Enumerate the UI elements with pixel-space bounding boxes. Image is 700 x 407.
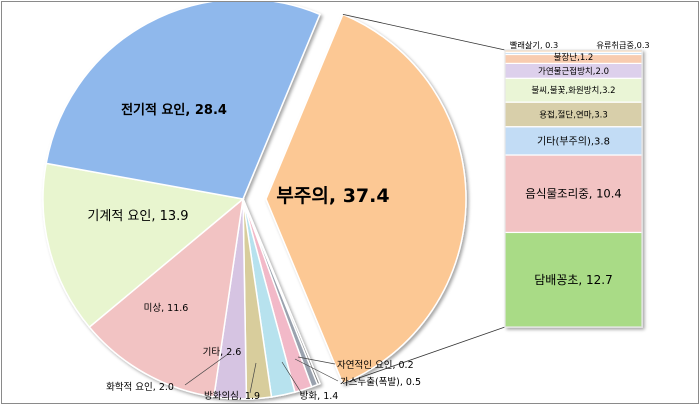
pie-slice [42,162,245,329]
bar-data-label: 담배꽁초, 12.7 [534,273,613,287]
bar-outline [504,49,643,328]
bar-data-label: 불씨,불꽃,화원방치,3.2 [531,85,615,96]
bar-segment [504,154,643,234]
pie-data-label: 부주의, 37.4 [276,185,389,207]
pie-slice [88,197,245,398]
bar-data-label: 가연물근접방치,2.0 [538,66,609,77]
breakdown-bar [504,49,643,328]
bar-data-label: 용접,절단,연마,3.3 [539,109,608,120]
bar-segment [504,49,643,53]
pie-data-label: 전기적 요인, 28.4 [121,102,227,118]
connector-line-bottom [342,326,506,385]
bar-data-label: 불장난,1.2 [554,52,594,63]
pie-data-label: 기계적 요인, 13.9 [87,209,188,224]
pie-data-label: 방화, 1.4 [300,391,339,402]
leader-line [184,353,229,386]
labels: 부주의, 37.4 자연적인 요인, 0.2 가스누출(폭발), 0.5방화, 1.… [87,40,649,402]
leader-lines [184,353,339,395]
leader-line [281,361,303,395]
leader-line [297,356,336,365]
bar-data-label: 유류취급중,0.3 [596,40,649,50]
pie [42,0,467,400]
pie-slice [45,0,321,200]
leader-line [249,362,257,394]
connector-line-top [342,13,506,51]
leader-line [294,358,339,382]
bar-of-pie-chart: 부주의, 37.4 자연적인 요인, 0.2 가스누출(폭발), 0.5방화, 1.… [42,0,650,402]
pie-data-label: 화학적 요인, 2.0 [106,381,174,393]
bar-data-label: 음식물조리중, 10.4 [525,187,621,201]
pie-data-label: 자연적인 요인, 0.2 [337,359,414,371]
pie-data-label: 미상, 11.6 [144,303,189,314]
pie-data-label: 방화의심, 1.9 [204,391,260,402]
pie-slice [265,13,467,385]
pie-data-label: 기타, 2.6 [203,347,242,358]
bar-data-label: 기타(부주의),3.8 [537,135,610,147]
connector-lines [342,13,506,385]
bar-data-label: 빨래삶기, 0.3 [510,40,558,50]
pie-data-label: 가스누출(폭발), 0.5 [340,377,421,388]
